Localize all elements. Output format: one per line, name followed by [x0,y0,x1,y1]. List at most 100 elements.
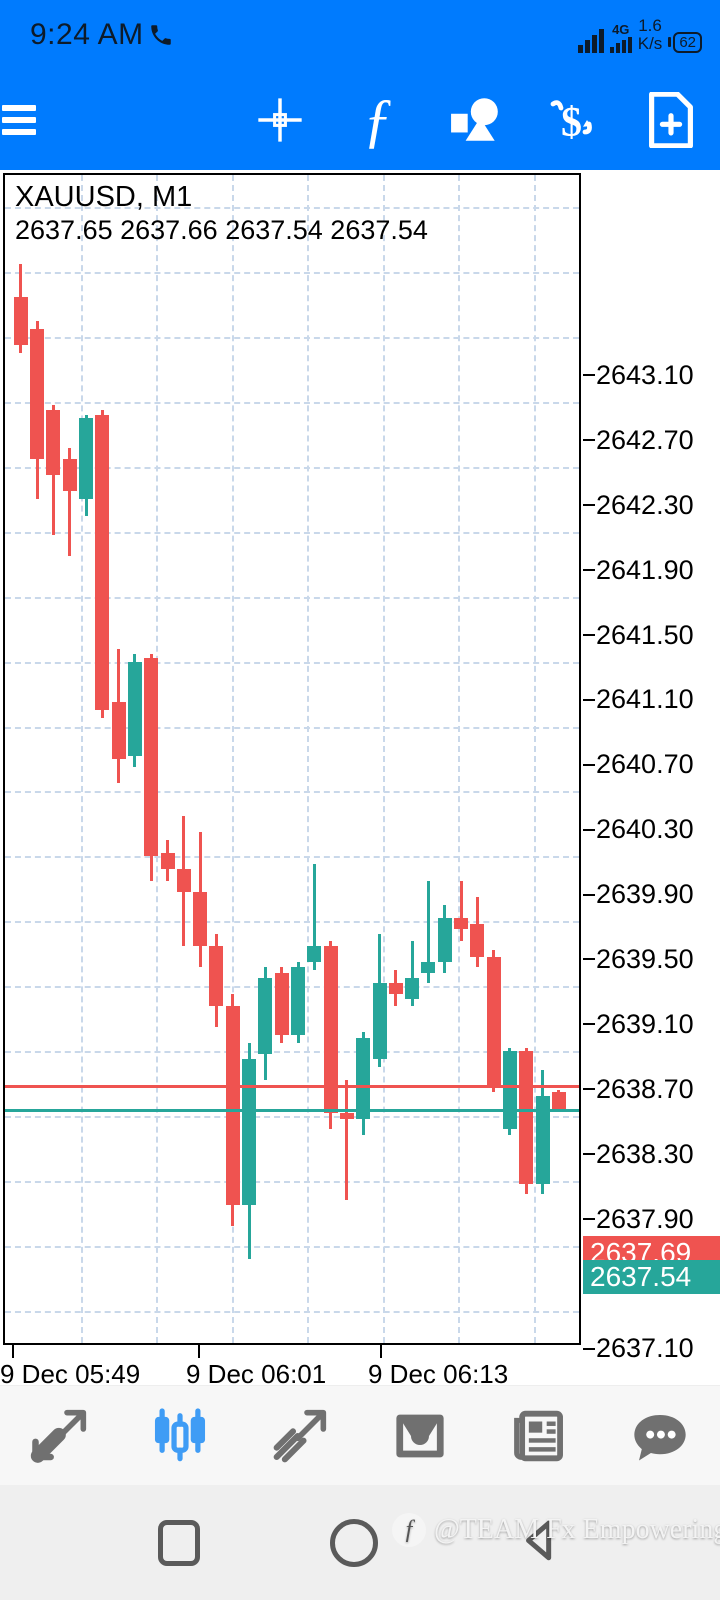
nav-trade[interactable] [245,1386,355,1486]
objects-icon[interactable] [427,70,525,170]
signal-bars-icon [577,27,604,53]
grid-line-horizontal [5,791,579,794]
candlestick [95,175,110,1343]
candlestick [291,175,305,1343]
app-toolbar: ƒ $ [0,70,720,170]
nav-history[interactable] [365,1386,475,1486]
candlestick [176,175,191,1343]
price-tick: 2637.10 [583,1331,720,1367]
price-tick: 2640.70 [583,747,720,783]
candlestick [79,175,93,1343]
grid-line-horizontal [5,337,579,340]
candlestick [551,175,566,1343]
chart-symbol: XAUUSD, M1 [15,181,193,213]
nav-news[interactable] [485,1386,595,1486]
bid-price-line [5,1109,579,1113]
candlestick [225,175,240,1343]
candlestick [421,175,436,1343]
grid-line-horizontal [5,1115,579,1118]
candlestick [535,175,550,1343]
candlestick [470,175,485,1343]
trade-icon[interactable]: $ [525,70,623,170]
bottom-navigation [0,1385,720,1485]
time-label: 9 Dec 06:13 [368,1359,509,1389]
nav-charts[interactable] [125,1386,235,1486]
candlestick [454,175,469,1343]
candlestick [209,175,224,1343]
facebook-icon: f [392,1513,426,1547]
time-tick [380,1345,382,1358]
candlestick [388,175,403,1343]
phone-icon [150,25,171,45]
candlestick [193,175,208,1343]
candlestick [405,175,420,1343]
nav-quotes[interactable] [5,1386,115,1486]
candlestick [127,175,142,1343]
grid-line-horizontal [5,596,579,599]
candlestick [372,175,387,1343]
bid-price-badge[interactable]: 2637.54 [583,1260,720,1295]
candlestick [502,175,517,1343]
time-tick [12,1345,14,1358]
candlestick [160,175,175,1343]
grid-line-horizontal [5,402,579,405]
candlestick [519,175,534,1343]
grid-line-horizontal [5,726,579,729]
grid-line-horizontal [5,1051,579,1053]
price-tick: 2642.70 [583,422,720,458]
chart-header: XAUUSD, M1 2637.65 2637.66 2637.54 2637.… [15,181,428,247]
chart-plot[interactable]: XAUUSD, M1 2637.65 2637.66 2637.54 2637.… [3,173,581,1345]
back-triangle-icon[interactable] [518,1517,564,1568]
price-tick: 2640.30 [583,812,720,848]
candlestick [144,175,159,1343]
grid-line-horizontal [5,1245,579,1248]
grid-line-vertical [383,175,385,1343]
watermark-text: @TEAM Fx Empowering [434,1514,720,1545]
grid-line-vertical [534,175,536,1343]
grid-line-horizontal [5,272,579,275]
candlestick [339,175,354,1343]
price-tick: 2643.10 [583,357,720,393]
price-axis[interactable]: 2643.10 2642.70 2642.30 2641.90 2641.50 2641.… [583,343,720,1515]
watermark: f @TEAM Fx Empowering [392,1500,720,1560]
candlestick [323,175,338,1343]
price-tick: 2642.30 [583,487,720,523]
price-tick: 2641.50 [583,617,720,653]
time-label: 9 Dec 06:01 [186,1359,327,1389]
chart-area[interactable]: XAUUSD, M1 2637.65 2637.66 2637.54 2637.… [0,170,720,1493]
data-speed-indicator: 1.6 K/s [637,16,663,53]
grid-line-horizontal [5,856,579,859]
nav-messages[interactable] [605,1386,715,1486]
candlestick [486,175,501,1343]
grid-line-vertical [81,175,83,1343]
grid-line-vertical [307,175,309,1343]
time-axis: 9 Dec 05:49 9 Dec 06:01 9 Dec 06:13 [0,1345,720,1389]
grid-line-horizontal [5,207,579,210]
time-label: 9 Dec 05:49 [0,1359,141,1389]
indicators-icon[interactable]: ƒ [362,87,393,153]
grid-line-vertical [458,175,460,1343]
home-circle-icon[interactable] [330,1518,378,1567]
price-tick: 2639.90 [583,877,720,913]
chart-ohlc: 2637.65 2637.66 2637.54 2637.54 [15,215,428,246]
price-tick: 2639.10 [583,1006,720,1042]
price-tick: 2638.30 [583,1136,720,1172]
grid-line-horizontal [5,1310,579,1313]
candlestick [437,175,452,1343]
new-chart-icon[interactable] [622,70,720,170]
candlestick [258,175,273,1343]
candlestick [30,175,45,1343]
status-bar-left: 9:24 AM [30,18,174,52]
recents-square-icon[interactable] [158,1519,200,1566]
price-tick: 2637.90 [583,1201,720,1237]
system-navigation-bar [0,1485,720,1600]
price-tick: 2641.10 [583,682,720,718]
price-tick: 2638.70 [583,1071,720,1107]
battery-icon: 62 [668,31,702,53]
grid-line-horizontal [5,467,579,469]
status-clock: 9:24 AM [30,18,144,51]
crosshair-icon[interactable] [231,70,329,170]
time-tick [198,1345,200,1358]
menu-icon[interactable] [0,70,45,170]
grid-line-horizontal [5,661,579,664]
